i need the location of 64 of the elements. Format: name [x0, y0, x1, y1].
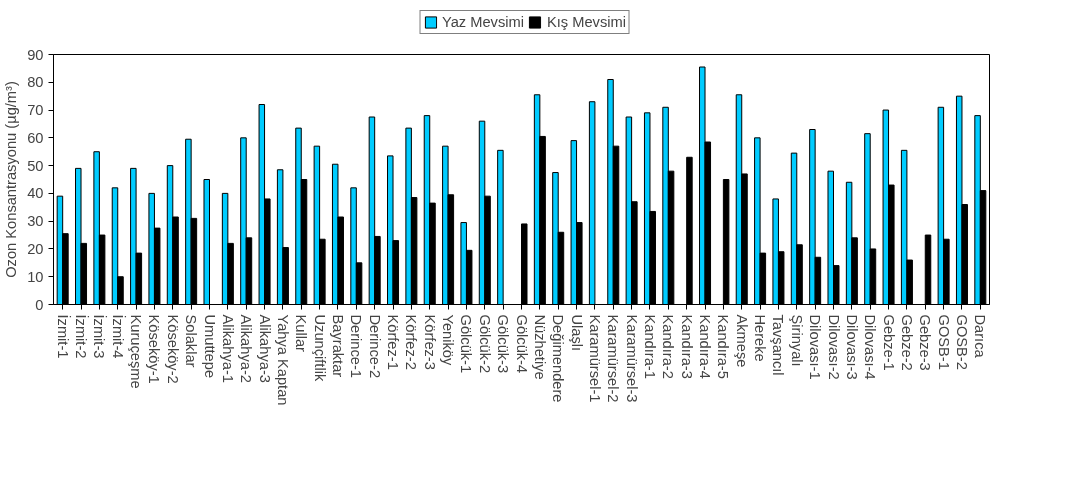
x-tick-label: Değimendere: [550, 314, 567, 403]
x-tick-label: Alikahya-3: [256, 314, 273, 383]
y-axis-title: Ozon Konsantrasyonu (µg/m³): [3, 81, 20, 278]
x-tick-label: Nüzhetiye: [531, 314, 548, 380]
x-tick-label: Tavşancıl: [770, 314, 787, 376]
x-tick-label: Kandıra-1: [641, 314, 658, 379]
x-tick-label: İzmit-4: [109, 314, 127, 359]
x-tick-label: Yeniköy: [440, 314, 457, 366]
x-tick-label: Köseköy-2: [164, 314, 181, 384]
x-tick-label: Dilovası-1: [807, 314, 824, 380]
x-tick-label: Gölcük-2: [476, 314, 493, 374]
x-tick-label: Kandıra-3: [678, 314, 695, 379]
x-tick-label: Gölcük-1: [458, 314, 475, 374]
x-tick-label: Kandıra-4: [697, 314, 714, 379]
x-tick-label: Derince-1: [348, 314, 365, 379]
x-tick-label: Körfez-2: [403, 314, 420, 370]
x-tick-label: Gebze-1: [880, 314, 897, 371]
y-tick-label: 60: [27, 129, 44, 146]
x-tick-label: Gölcük-3: [495, 314, 512, 374]
x-tick-label: Akmeşe: [733, 314, 750, 368]
x-tick-label: Derince-2: [366, 314, 383, 379]
x-tick-label: Alikahya-2: [238, 314, 255, 383]
x-tick-label: Kullar: [293, 314, 310, 353]
x-tick-label: Ulaşlı: [568, 314, 585, 352]
x-tick-label: GOSB-2: [953, 314, 970, 370]
x-tick-label: Alikahya-1: [219, 314, 236, 383]
y-tick-label: 30: [27, 213, 44, 230]
x-tick-label: Karamürsel-1: [586, 314, 603, 403]
x-tick-label: Gebze-2: [898, 314, 915, 371]
y-tick-label: 20: [27, 240, 44, 257]
x-tick-label: Gebze-3: [917, 314, 934, 371]
x-tick-label: Şirinyalı: [788, 314, 805, 367]
y-tick-label: 80: [27, 74, 44, 91]
x-tick-label: Bayraktar: [329, 314, 346, 378]
x-tick-label: Kandıra-2: [660, 314, 677, 379]
x-tick-label: Dilovası-4: [862, 314, 879, 380]
legend-label: Yaz Mevsimi: [442, 14, 524, 30]
x-tick-label: Dilovası-2: [825, 314, 842, 380]
x-tick-label: Yahya Kaptan: [274, 314, 291, 406]
y-tick-label: 40: [27, 185, 44, 202]
y-tick-label: 0: [35, 296, 44, 313]
x-tick-label: Dilovası-3: [843, 314, 860, 380]
x-tick-label: Kuruçeşme: [128, 314, 145, 389]
x-tick-label: Köseköy-1: [146, 314, 163, 384]
x-tick-label: Karamürsel-2: [605, 314, 622, 403]
x-tick-label: Körfez-3: [421, 314, 438, 370]
legend-label: Kış Mevsimi: [546, 14, 626, 30]
x-tick-label: Kandıra-5: [715, 314, 732, 379]
x-tick-label: İzmit-2: [73, 314, 91, 359]
x-tick-label: Uzunçiftlik: [311, 314, 328, 382]
x-tick-label: İzmit-3: [91, 314, 109, 359]
x-tick-label: Karamürsel-3: [623, 314, 640, 403]
y-tick-label: 90: [27, 46, 44, 63]
y-tick-label: 70: [27, 102, 44, 119]
x-tick-label: Umuttepe: [201, 314, 218, 379]
x-tick-label: Darıca: [972, 314, 989, 359]
x-tick-label: Hereke: [752, 314, 769, 362]
x-tick-label: Gölcük-4: [513, 314, 530, 374]
x-tick-label: GOSB-1: [935, 314, 952, 370]
x-tick-label: Solaklar: [183, 314, 200, 368]
x-tick-label: Körfez-1: [385, 314, 402, 370]
x-tick-label: İzmit-1: [54, 314, 72, 359]
y-tick-label: 50: [27, 157, 44, 174]
y-tick-label: 10: [27, 268, 44, 285]
